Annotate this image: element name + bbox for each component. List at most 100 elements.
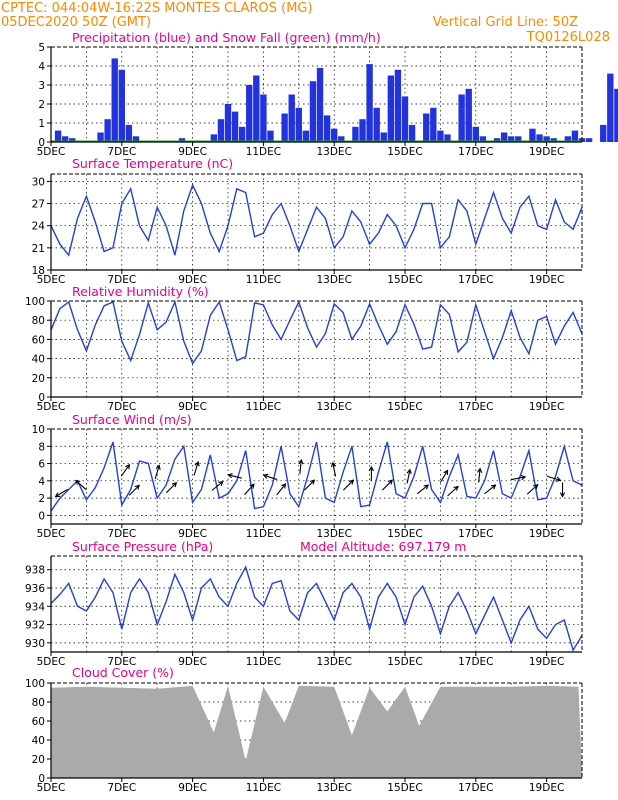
pressure-ytick-label: 934 bbox=[25, 601, 45, 613]
cloud-xtick-label: 19DEC bbox=[529, 782, 564, 794]
rh-xtick-label: 15DEC bbox=[387, 401, 422, 413]
temp-title: Surface Temperature (nC) bbox=[72, 156, 233, 171]
wind-arrow-head bbox=[281, 483, 287, 489]
wind-arrow bbox=[75, 480, 87, 491]
precip-bar bbox=[373, 107, 380, 142]
wind-arrow bbox=[193, 461, 199, 476]
temp-xtick-label: 15DEC bbox=[387, 274, 422, 286]
precip-bar bbox=[408, 124, 416, 142]
wind-arrow-head bbox=[75, 479, 81, 485]
precip-bar bbox=[458, 94, 465, 142]
precip-ytick-label: 3 bbox=[38, 80, 45, 92]
precip-bar bbox=[316, 67, 324, 142]
wind-xtick-label: 9DEC bbox=[178, 528, 207, 540]
cloud-xtick-label: 17DEC bbox=[458, 782, 493, 794]
precip-bar bbox=[61, 136, 69, 142]
precip-bar bbox=[614, 88, 618, 142]
wind-arrow-head bbox=[125, 463, 131, 470]
precip-bar bbox=[543, 136, 550, 142]
precip-bar bbox=[231, 111, 239, 142]
precip-xtick-label: 17DEC bbox=[458, 146, 493, 158]
temp-xtick-label: 17DEC bbox=[458, 274, 493, 286]
wind-arrow bbox=[166, 482, 177, 494]
precip-xtick-label: 7DEC bbox=[107, 146, 136, 158]
cloud-xtick-label: 13DEC bbox=[316, 782, 351, 794]
wind-xtick-label: 13DEC bbox=[316, 528, 351, 540]
wind-ytick-label: 10 bbox=[32, 424, 45, 436]
cloud-xtick-label: 11DEC bbox=[246, 782, 281, 794]
rh-ytick-label: 80 bbox=[32, 315, 45, 327]
rh-xtick-label: 11DEC bbox=[246, 401, 281, 413]
precip-bar bbox=[111, 58, 118, 142]
rh-xtick-label: 19DEC bbox=[529, 401, 564, 413]
precip-ytick-label: 1 bbox=[38, 118, 45, 130]
rh-ytick-label: 100 bbox=[25, 296, 45, 308]
wind-arrow-head bbox=[368, 465, 375, 472]
temp-ytick-label: 21 bbox=[32, 243, 45, 255]
cloud-ytick-label: 20 bbox=[32, 754, 45, 766]
precip-bar bbox=[366, 64, 373, 142]
pressure-ytick-label: 930 bbox=[25, 638, 45, 650]
wind-arrow bbox=[511, 476, 526, 481]
precip-bar bbox=[508, 136, 515, 142]
wind-arrow bbox=[478, 468, 481, 483]
wind-arrow bbox=[263, 474, 278, 481]
wind-arrow bbox=[276, 483, 286, 496]
temp-xtick-label: 7DEC bbox=[107, 274, 136, 286]
wind-arrow bbox=[381, 479, 393, 491]
wind-arrow bbox=[55, 488, 68, 497]
wind-xtick-label: 15DEC bbox=[387, 528, 422, 540]
cloud-xtick-label: 9DEC bbox=[178, 782, 207, 794]
wind-arrow-head bbox=[155, 464, 161, 470]
precip-bar bbox=[571, 130, 579, 142]
wind-ytick-label: 8 bbox=[38, 441, 45, 453]
pressure-xtick-label: 15DEC bbox=[387, 656, 422, 668]
precip-bar bbox=[288, 94, 295, 142]
precip-ytick-label: 2 bbox=[38, 99, 45, 111]
station-header: CPTEC: 044:04W-16:22S MONTES CLAROS (MG) bbox=[1, 1, 313, 16]
pressure-ytick-label: 932 bbox=[25, 620, 45, 632]
precip-bar bbox=[309, 81, 317, 142]
temp-series-line bbox=[50, 183, 583, 257]
wind-ytick-label: 0 bbox=[38, 510, 45, 522]
pressure-xtick-label: 9DEC bbox=[178, 656, 207, 668]
precip-bar bbox=[536, 134, 543, 142]
pressure-xtick-label: 19DEC bbox=[529, 656, 564, 668]
cloud-ytick-label: 60 bbox=[32, 716, 45, 728]
precip-bar bbox=[352, 126, 359, 142]
precip-bar bbox=[380, 132, 387, 142]
precip-bar bbox=[323, 115, 331, 142]
rh-xtick-label: 13DEC bbox=[316, 401, 351, 413]
wind-arrow bbox=[299, 459, 302, 475]
wind-xtick-label: 17DEC bbox=[458, 528, 493, 540]
wind-arrow-head bbox=[54, 492, 61, 498]
cloud-ytick-label: 0 bbox=[38, 773, 45, 785]
rh-xtick-label: 7DEC bbox=[107, 401, 136, 413]
wind-xtick-label: 19DEC bbox=[529, 528, 564, 540]
precip-bar bbox=[430, 107, 437, 142]
wind-arrow-head bbox=[194, 460, 200, 467]
wind-series-line bbox=[50, 441, 583, 512]
wind-ytick-label: 2 bbox=[38, 493, 45, 505]
temp-xtick-label: 9DEC bbox=[178, 274, 207, 286]
precip-bar bbox=[224, 104, 232, 142]
grid-line-note: Vertical Grid Line: 50Z bbox=[433, 15, 578, 30]
pressure-xtick-label: 17DEC bbox=[458, 656, 493, 668]
precip-bar bbox=[564, 136, 572, 142]
wind-title: Surface Wind (m/s) bbox=[72, 412, 192, 427]
wind-arrow bbox=[120, 464, 130, 477]
cloud-ytick-label: 100 bbox=[25, 678, 45, 690]
precip-bar bbox=[423, 113, 430, 142]
precip-bar bbox=[338, 136, 345, 142]
pressure-xtick-label: 11DEC bbox=[246, 656, 281, 668]
pressure-ytick-label: 936 bbox=[25, 583, 45, 595]
temp-ytick-label: 18 bbox=[32, 265, 45, 277]
precip-xtick-label: 5DEC bbox=[37, 146, 66, 158]
rh-xtick-label: 5DEC bbox=[37, 401, 66, 413]
wind-arrow-head bbox=[262, 473, 269, 479]
wind-arrow bbox=[416, 484, 429, 495]
precip-ytick-label: 5 bbox=[38, 42, 45, 54]
cloud-xtick-label: 5DEC bbox=[37, 782, 66, 794]
temp-xtick-label: 11DEC bbox=[246, 274, 281, 286]
